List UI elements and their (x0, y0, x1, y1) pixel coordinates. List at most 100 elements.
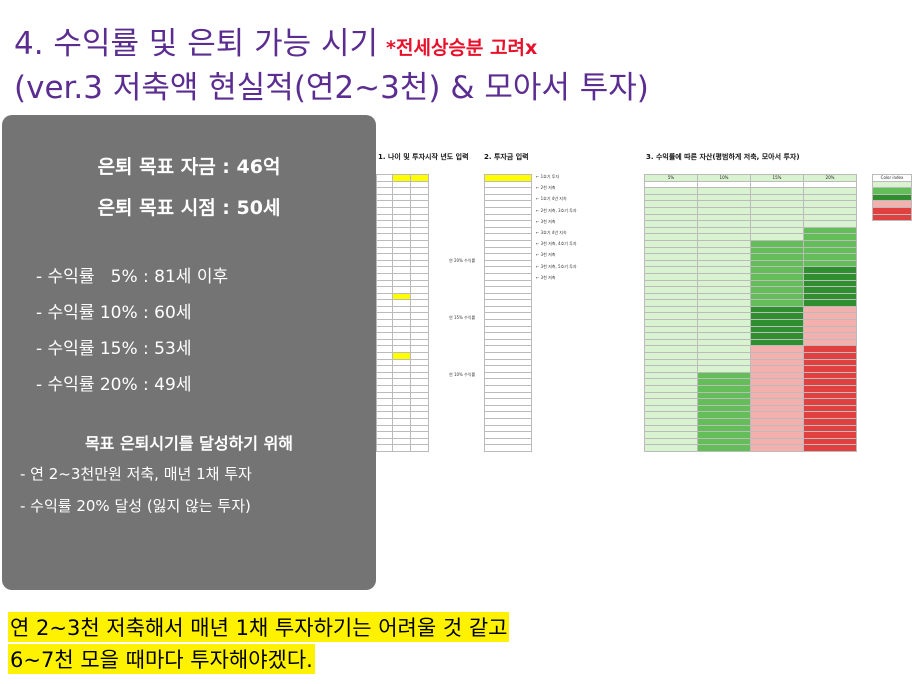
sheet-cell (376, 266, 393, 274)
sheet-cell (803, 206, 857, 215)
row-note: ← 1호기 투자 (536, 174, 560, 179)
sheet-cell (644, 378, 698, 386)
sheet-row (484, 233, 532, 241)
sheet-cell (484, 213, 532, 222)
sheet-row (376, 417, 429, 426)
sheet-cell (484, 206, 532, 215)
sheet-cell (750, 286, 804, 294)
sheet-row (376, 431, 429, 439)
sheet-row (484, 358, 532, 367)
sheet-cell (410, 411, 429, 419)
sheet-cell (803, 332, 857, 340)
row-note: ← 2천 저축 (536, 185, 556, 191)
sheet-cell (484, 398, 532, 406)
sheet-cell (803, 417, 857, 426)
legend-row (872, 200, 912, 208)
sheet-cell (644, 206, 698, 215)
sheet-cell (376, 358, 393, 367)
sheet-cell (644, 299, 698, 307)
sheet-cell (697, 286, 751, 294)
sheet-cell (697, 352, 751, 360)
sheet-cell (376, 226, 393, 235)
sheet-cell (803, 279, 857, 288)
row-notes: ← 1호기 투자 ← 2천 저축 ← 1호기 4년 지속 ← 2천 저축, 3호기 투… (536, 174, 577, 286)
sheet-cell (410, 319, 429, 327)
sheet-cell (392, 437, 411, 446)
sheet-row (484, 378, 532, 386)
sheet-cell (750, 239, 804, 248)
sheet-cell (376, 233, 393, 241)
sheet-cell (644, 319, 698, 327)
sheet-row (644, 253, 857, 261)
title-text: 4. 수익률 및 은퇴 가능 시기 (14, 26, 379, 62)
sheet-row (644, 358, 857, 367)
sheet-cell (750, 404, 804, 413)
sheet-cell (392, 358, 411, 367)
sheet-row (376, 226, 429, 235)
sheet-cell (376, 259, 393, 268)
sheet-header-row: 5% 10% 15% 20% (644, 174, 857, 182)
sheet-cell (803, 358, 857, 367)
sheet-cell (697, 431, 751, 439)
sheet-cell (644, 352, 698, 360)
sheet-cell (484, 305, 532, 314)
sheet-cell (410, 299, 429, 307)
sheet-cell (644, 385, 698, 393)
conclusion-line1: 연 2~3천 저축해서 매년 1채 투자하기는 어려울 것 같고 (8, 612, 510, 642)
sheet-cell (803, 233, 857, 241)
sheet-cell (697, 206, 751, 215)
sheet-cell (803, 259, 857, 268)
sheet-cell (697, 365, 751, 373)
sheet-cell (697, 325, 751, 334)
sheet-cell (376, 319, 393, 327)
sheet-cell (803, 246, 857, 255)
sheet-cell (376, 200, 393, 208)
row-note: ← 2천 저축, 3호기 투자 (536, 207, 577, 213)
sheet-cell (392, 411, 411, 419)
sheet-cell (376, 332, 393, 340)
sheet-cell (750, 187, 804, 195)
sheet-cell (697, 226, 751, 235)
sheet-cell (410, 174, 429, 182)
sheet-cell (392, 385, 411, 393)
sheet-cell (484, 417, 532, 426)
sheet-row (376, 272, 429, 281)
rate-column-header: 10% (697, 174, 751, 182)
sheet-row (484, 246, 532, 255)
sheet-cell (410, 325, 429, 334)
row-note: ← 1호기 4년 지속 (536, 196, 567, 202)
sheet-cell (803, 319, 857, 327)
sheet-row (376, 404, 429, 413)
sheet-cell (376, 365, 393, 373)
sheet-row (376, 286, 429, 294)
sheet-cell (392, 398, 411, 406)
sheet-cell (750, 200, 804, 208)
sheet-header-age: 1. 나이 및 투자시작 년도 입력 (378, 153, 469, 161)
sheet-cell (644, 266, 698, 274)
sheet-row (644, 411, 857, 419)
sheet-cell (392, 352, 411, 360)
sheet-cell (803, 338, 857, 347)
sheet-row (644, 200, 857, 208)
sheet-cell (392, 365, 411, 373)
sheet-cell (697, 378, 751, 386)
sheet-cell (410, 338, 429, 347)
sheet-row (644, 187, 857, 195)
sheet-cell (410, 417, 429, 426)
legend-swatch (872, 200, 912, 208)
sheet-cell (392, 292, 411, 301)
sheet-cell (803, 226, 857, 235)
sheet-row (644, 193, 857, 202)
sheet-cell (644, 325, 698, 334)
sheet-cell (803, 253, 857, 261)
legend-swatch: Color index (872, 174, 912, 182)
sheet-cell (697, 239, 751, 248)
sheet-cell (376, 444, 393, 452)
sheet-cell (750, 398, 804, 406)
sheet-row (484, 239, 532, 248)
sheet-cell (484, 411, 532, 419)
sheet-cell (410, 220, 429, 228)
legend-swatch (872, 193, 912, 202)
row-note: ← 3천 저축, 5호기 투자 (536, 263, 577, 269)
sheet-row (376, 213, 429, 222)
